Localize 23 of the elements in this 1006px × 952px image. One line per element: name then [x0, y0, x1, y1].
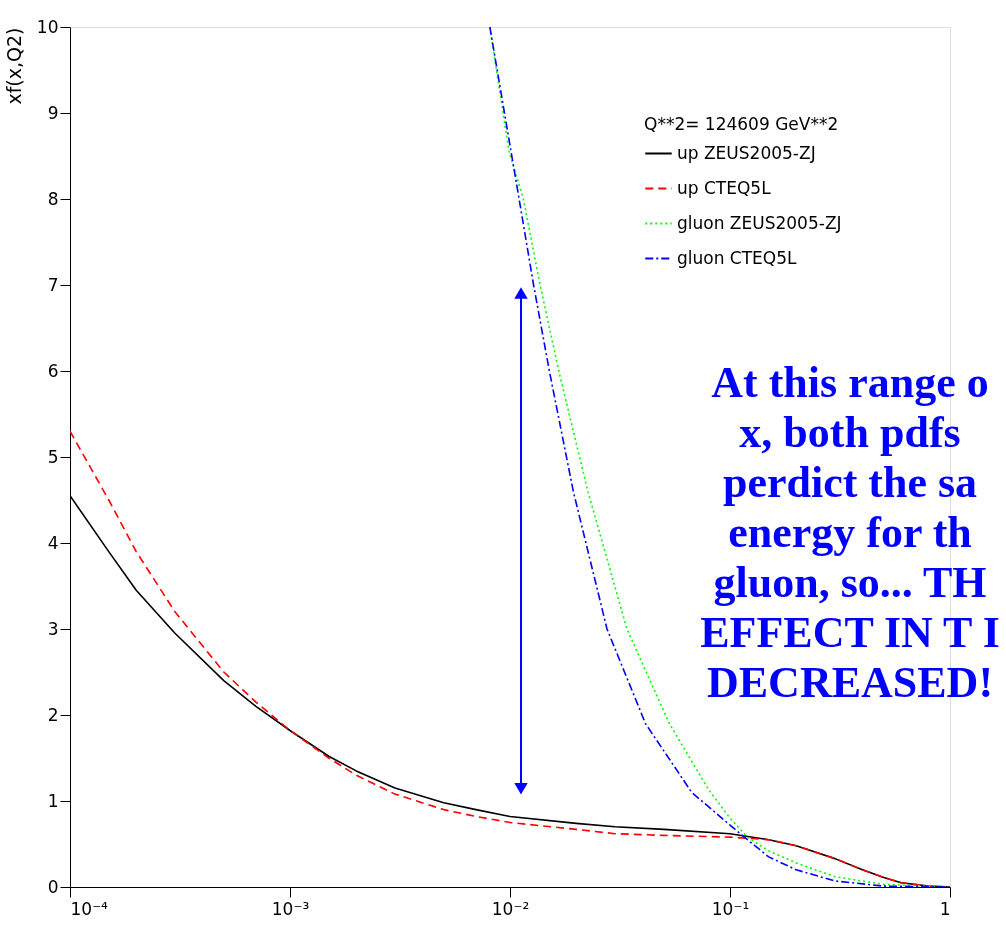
y-tick-label: 7	[47, 274, 59, 295]
legend-label: gluon ZEUS2005-ZJ	[677, 212, 842, 233]
y-tick-label: 4	[47, 532, 59, 553]
x-tick-label: 10⁻²	[491, 898, 530, 919]
annotation: At this range o x, both pdfs perdict the sa energy for th gluon, so... TH EFFECT IN T I DECREASED!	[700, 358, 1000, 708]
y-axis-title: xf(x,Q2)	[2, 27, 25, 105]
x-tick-label: 1	[939, 898, 951, 919]
y-tick-label: 10	[36, 16, 59, 37]
legend-label: up ZEUS2005-ZJ	[677, 142, 816, 163]
y-tick-label: 3	[47, 618, 59, 639]
y-tick-label: 6	[47, 360, 59, 381]
x-tick-label: 10⁻⁴	[70, 898, 109, 919]
legend-label: up CTEQ5L	[677, 177, 772, 198]
y-tick-label: 9	[47, 102, 59, 123]
legend-label: gluon CTEQ5L	[677, 247, 798, 268]
y-tick-label: 5	[47, 446, 59, 467]
y-tick-label: 2	[47, 704, 59, 725]
legend-title: Q**2= 124609 GeV**2	[644, 114, 839, 134]
x-tick-label: 10⁻¹	[711, 898, 750, 919]
y-tick-label: 1	[47, 790, 59, 811]
y-tick-label: 8	[47, 188, 59, 209]
y-tick-label: 0	[47, 876, 59, 897]
x-tick-label: 10⁻³	[271, 898, 310, 919]
